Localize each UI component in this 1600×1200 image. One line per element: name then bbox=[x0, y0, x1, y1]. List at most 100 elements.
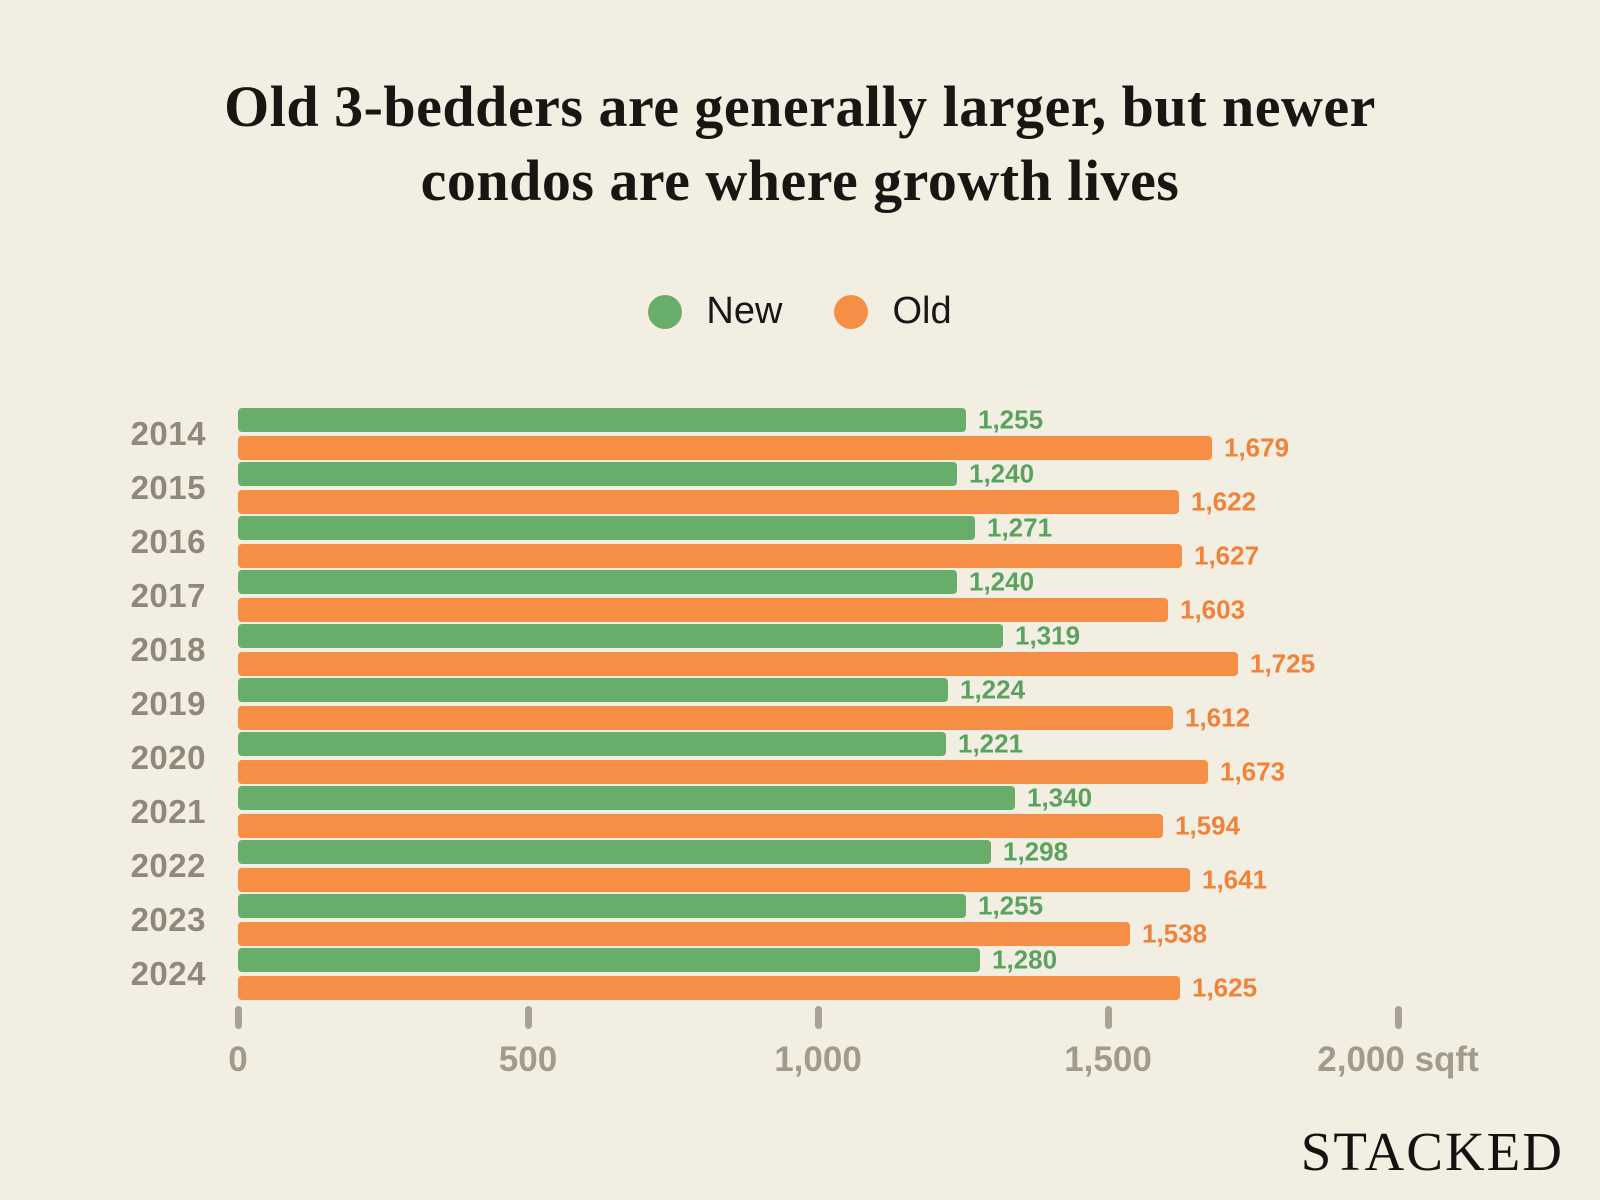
bar-value-old-2022: 1,641 bbox=[1202, 864, 1268, 895]
legend: New Old bbox=[0, 290, 1600, 333]
bar-new-2022: 1,298 bbox=[238, 837, 1068, 867]
bar-value-new-2018: 1,319 bbox=[1015, 620, 1081, 651]
bar-value-new-2017: 1,240 bbox=[969, 566, 1035, 597]
year-label-2020: 2020 bbox=[130, 739, 206, 776]
year-label-2023: 2023 bbox=[130, 901, 206, 938]
chart-row-2018: 2018 1,319 1,725 bbox=[0, 621, 1600, 679]
bar-value-new-2023: 1,255 bbox=[978, 890, 1044, 921]
bar-new-2019: 1,224 bbox=[238, 675, 1025, 705]
bar-group-2024: 1,280 1,625 bbox=[238, 945, 1600, 1003]
x-tick-mark-500 bbox=[525, 1006, 532, 1029]
bar-old-2020: 1,673 bbox=[238, 757, 1285, 787]
bar-value-old-2023: 1,538 bbox=[1142, 918, 1208, 949]
x-tick-mark-1500 bbox=[1105, 1006, 1112, 1029]
year-label-2016: 2016 bbox=[130, 523, 206, 560]
legend-swatch-new-icon bbox=[648, 294, 683, 329]
chart-row-2021: 2021 1,340 1,594 bbox=[0, 783, 1600, 841]
bar-value-old-2018: 1,725 bbox=[1250, 648, 1316, 679]
chart-row-2024: 2024 1,280 1,625 bbox=[0, 945, 1600, 1003]
bar-old-2024: 1,625 bbox=[238, 973, 1257, 1003]
chart-title-line-1: Old 3-bedders are generally larger, but … bbox=[224, 74, 1376, 139]
year-label-2022: 2022 bbox=[130, 847, 206, 884]
legend-item-new: New bbox=[648, 290, 782, 333]
bar-value-old-2015: 1,622 bbox=[1191, 486, 1257, 517]
bar-group-2016: 1,271 1,627 bbox=[238, 513, 1600, 571]
year-label-2017: 2017 bbox=[130, 577, 206, 614]
chart-row-2020: 2020 1,221 1,673 bbox=[0, 729, 1600, 787]
bar-group-2019: 1,224 1,612 bbox=[238, 675, 1600, 733]
chart-row-2016: 2016 1,271 1,627 bbox=[0, 513, 1600, 571]
year-label-2018: 2018 bbox=[130, 631, 206, 668]
year-label-2021: 2021 bbox=[130, 793, 206, 830]
bar-old-2016: 1,627 bbox=[238, 541, 1259, 571]
bar-value-new-2021: 1,340 bbox=[1027, 782, 1093, 813]
x-tick-label-1500: 1,500 bbox=[1064, 1040, 1152, 1079]
x-tick-label-2000: 2,000 sqft bbox=[1317, 1040, 1479, 1079]
legend-item-old: Old bbox=[834, 290, 952, 333]
year-label-2024: 2024 bbox=[130, 955, 206, 992]
bar-value-old-2014: 1,679 bbox=[1224, 432, 1290, 463]
bar-value-old-2021: 1,594 bbox=[1175, 810, 1241, 841]
bar-value-old-2020: 1,673 bbox=[1220, 756, 1286, 787]
bar-old-2015: 1,622 bbox=[238, 487, 1256, 517]
bar-group-2023: 1,255 1,538 bbox=[238, 891, 1600, 949]
chart-title-line-2: condos are where growth lives bbox=[420, 148, 1180, 213]
chart-row-2023: 2023 1,255 1,538 bbox=[0, 891, 1600, 949]
bar-new-2024: 1,280 bbox=[238, 945, 1057, 975]
year-label-2019: 2019 bbox=[130, 685, 206, 722]
x-tick-label-1000: 1,000 bbox=[774, 1040, 862, 1079]
bar-value-new-2015: 1,240 bbox=[969, 458, 1035, 489]
bar-group-2021: 1,340 1,594 bbox=[238, 783, 1600, 841]
bar-group-2018: 1,319 1,725 bbox=[238, 621, 1600, 679]
bar-old-2018: 1,725 bbox=[238, 649, 1315, 679]
bar-new-2016: 1,271 bbox=[238, 513, 1052, 543]
bar-old-2022: 1,641 bbox=[238, 865, 1267, 895]
bar-old-2023: 1,538 bbox=[238, 919, 1207, 949]
legend-label-old: Old bbox=[892, 290, 952, 332]
x-tick-mark-2000 bbox=[1395, 1006, 1402, 1029]
bar-group-2014: 1,255 1,679 bbox=[238, 405, 1600, 463]
bar-value-new-2024: 1,280 bbox=[992, 944, 1058, 975]
year-label-2015: 2015 bbox=[130, 469, 206, 506]
bar-value-old-2017: 1,603 bbox=[1180, 594, 1246, 625]
bar-new-2023: 1,255 bbox=[238, 891, 1043, 921]
bar-value-old-2016: 1,627 bbox=[1194, 540, 1260, 571]
x-tick-mark-1000 bbox=[815, 1006, 822, 1029]
chart-rows: 2014 1,255 1,679 2015 1,240 1,622 2016 1,271 1,6… bbox=[0, 405, 1600, 1003]
bar-new-2018: 1,319 bbox=[238, 621, 1080, 651]
legend-label-new: New bbox=[706, 290, 783, 332]
bar-old-2017: 1,603 bbox=[238, 595, 1245, 625]
bar-value-old-2024: 1,625 bbox=[1192, 972, 1258, 1003]
bar-value-new-2020: 1,221 bbox=[958, 728, 1024, 759]
bar-group-2017: 1,240 1,603 bbox=[238, 567, 1600, 625]
bar-value-new-2019: 1,224 bbox=[960, 674, 1026, 705]
x-tick-label-500: 500 bbox=[498, 1040, 558, 1079]
bar-group-2020: 1,221 1,673 bbox=[238, 729, 1600, 787]
year-label-2014: 2014 bbox=[130, 415, 206, 452]
bar-group-2015: 1,240 1,622 bbox=[238, 459, 1600, 517]
bar-group-2022: 1,298 1,641 bbox=[238, 837, 1600, 895]
chart-row-2017: 2017 1,240 1,603 bbox=[0, 567, 1600, 625]
chart-title: Old 3-bedders are generally larger, but … bbox=[0, 70, 1600, 218]
chart-row-2014: 2014 1,255 1,679 bbox=[0, 405, 1600, 463]
legend-swatch-old-icon bbox=[834, 294, 869, 329]
bar-value-new-2022: 1,298 bbox=[1003, 836, 1069, 867]
bar-new-2017: 1,240 bbox=[238, 567, 1034, 597]
x-tick-label-0: 0 bbox=[228, 1040, 248, 1079]
bar-old-2021: 1,594 bbox=[238, 811, 1240, 841]
chart-row-2022: 2022 1,298 1,641 bbox=[0, 837, 1600, 895]
bar-value-new-2014: 1,255 bbox=[978, 404, 1044, 435]
bar-old-2014: 1,679 bbox=[238, 433, 1289, 463]
chart-row-2019: 2019 1,224 1,612 bbox=[0, 675, 1600, 733]
bar-old-2019: 1,612 bbox=[238, 703, 1250, 733]
bar-value-new-2016: 1,271 bbox=[987, 512, 1053, 543]
bar-new-2015: 1,240 bbox=[238, 459, 1034, 489]
bar-value-old-2019: 1,612 bbox=[1185, 702, 1251, 733]
x-tick-mark-0 bbox=[235, 1006, 242, 1029]
bar-new-2021: 1,340 bbox=[238, 783, 1092, 813]
stacked-logo: STACKED bbox=[1300, 1121, 1564, 1182]
bar-new-2014: 1,255 bbox=[238, 405, 1043, 435]
bar-new-2020: 1,221 bbox=[238, 729, 1023, 759]
chart-row-2015: 2015 1,240 1,622 bbox=[0, 459, 1600, 517]
